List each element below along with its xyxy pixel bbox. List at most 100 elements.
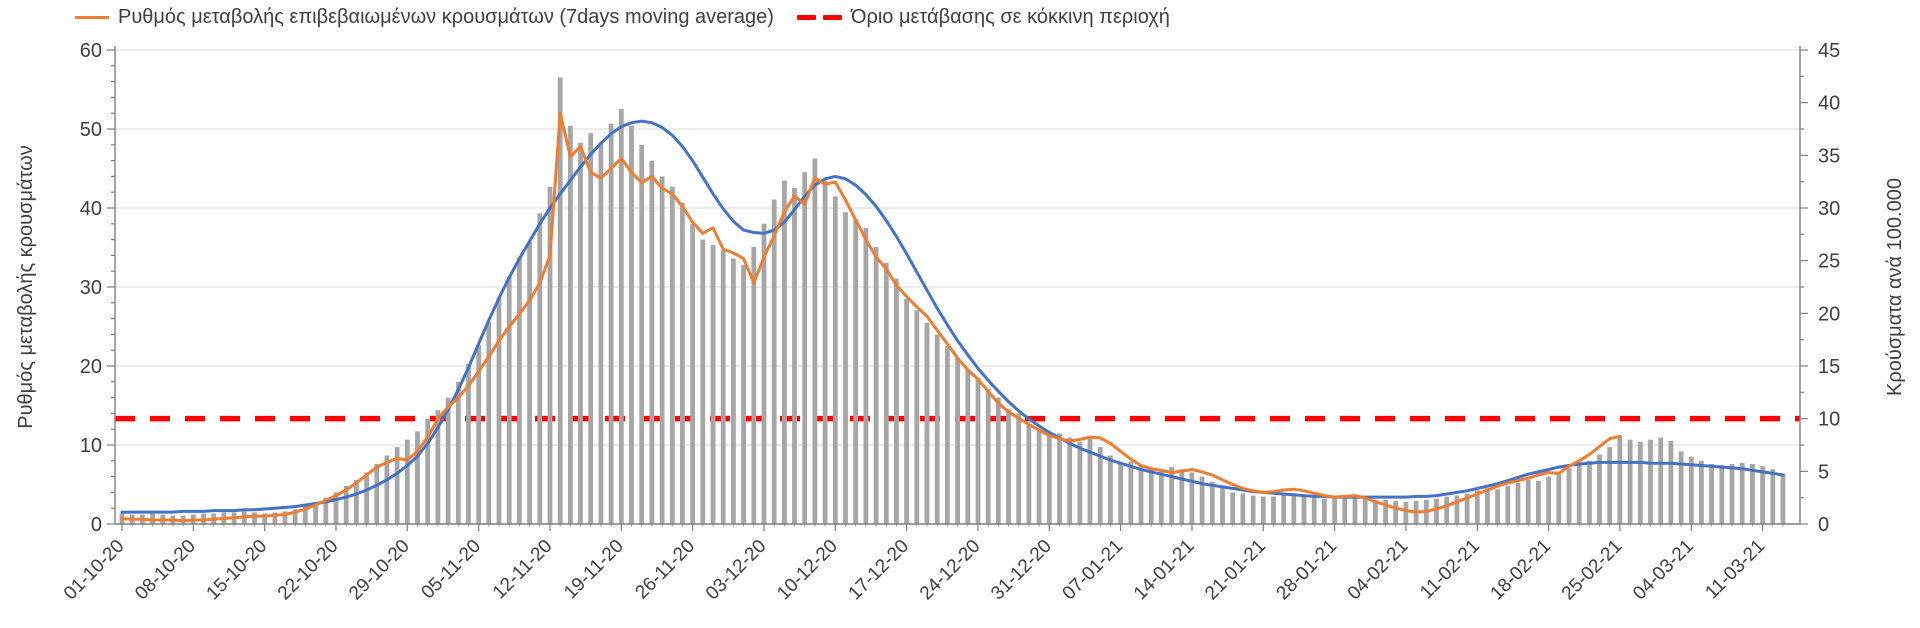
bar [557, 77, 563, 525]
bar [1240, 493, 1246, 524]
bar [496, 297, 502, 524]
bar [1546, 476, 1551, 524]
bar [547, 186, 553, 524]
right-axis-tick-label: 10 [1818, 409, 1840, 431]
bar [1169, 467, 1174, 524]
bar [822, 180, 828, 524]
bar [873, 247, 879, 524]
bar [415, 431, 420, 524]
bar [1719, 465, 1725, 524]
bar [1688, 456, 1694, 524]
bar [995, 397, 1001, 524]
bar [659, 176, 665, 524]
x-axis-date-label: 01-10-20 [60, 536, 129, 605]
bar [792, 188, 797, 524]
bar [608, 123, 614, 524]
axes [107, 46, 1808, 531]
bar [863, 228, 869, 524]
legend-item-threshold: Όριο μετάβασης σε κόκκινη περιοχή [797, 6, 1170, 29]
bar [1750, 464, 1755, 524]
bar [680, 202, 685, 524]
bar [527, 241, 532, 524]
bar [690, 223, 695, 525]
bar [1474, 490, 1480, 524]
bar [1495, 489, 1500, 524]
bar [802, 172, 808, 524]
orange-line-swatch-icon [75, 16, 109, 19]
bar [394, 447, 400, 524]
left-axis-tick-label: 40 [80, 198, 102, 220]
bar [466, 363, 471, 524]
bar [1220, 487, 1225, 524]
right-axis-tick-label: 15 [1818, 356, 1840, 378]
bar [1026, 423, 1032, 524]
bar [588, 133, 594, 524]
bar [1301, 495, 1307, 524]
bar [374, 464, 380, 524]
bar [1464, 493, 1470, 524]
bar [1444, 496, 1450, 524]
bar [598, 142, 604, 524]
bar [1159, 470, 1164, 524]
bar [1006, 409, 1011, 524]
x-axis-date-label: 22-10-20 [274, 536, 343, 605]
bar [1199, 476, 1205, 524]
right-axis-tick-label: 5 [1818, 461, 1829, 483]
x-axis-date-label: 10-12-20 [773, 536, 842, 605]
bar [1077, 441, 1083, 524]
bar [384, 455, 390, 524]
bar [1525, 479, 1531, 524]
bar [272, 512, 278, 524]
x-axis-date-label: 31-12-20 [987, 536, 1056, 605]
bar [292, 509, 298, 524]
bar [618, 109, 624, 524]
bar [1291, 493, 1297, 524]
bar [404, 439, 410, 524]
right-axis-tick-label: 25 [1818, 251, 1840, 273]
bar [476, 344, 482, 524]
bar [1362, 498, 1368, 524]
bar [1148, 468, 1154, 524]
x-axis-date-label: 26-11-20 [631, 536, 699, 604]
x-axis-date-label: 04-03-21 [1629, 536, 1698, 605]
x-axis-date-label: 07-01-21 [1059, 536, 1128, 605]
x-axis-date-label: 29-10-20 [345, 536, 414, 605]
bar [1189, 472, 1195, 524]
bar [1505, 486, 1511, 524]
bar [894, 278, 899, 524]
x-axis-date-label: 04-02-21 [1344, 536, 1413, 605]
bar [771, 199, 777, 524]
bar [303, 506, 308, 524]
bar [1138, 466, 1144, 524]
bar [934, 334, 940, 524]
right-axis-tick-label: 45 [1818, 40, 1840, 62]
right-axis-tick-label: 35 [1818, 145, 1840, 167]
left-axis-tick-label: 10 [80, 435, 102, 457]
bar [741, 264, 746, 524]
bar [1709, 464, 1714, 524]
bar [832, 196, 838, 524]
bar [1281, 494, 1287, 524]
bar [1729, 464, 1735, 524]
bar [1780, 473, 1786, 524]
bar [782, 180, 787, 524]
bar [517, 257, 522, 524]
bar [1108, 455, 1113, 524]
red-dash-swatch-icon [797, 15, 842, 20]
bar [1556, 472, 1562, 524]
bar [1576, 464, 1582, 524]
bar [751, 247, 757, 524]
bar [537, 213, 543, 525]
bar [1627, 439, 1633, 524]
bar [812, 158, 818, 524]
bar [445, 397, 451, 524]
x-axis-date-label: 17-12-20 [845, 536, 914, 605]
left-axis-tick-label: 0 [91, 514, 102, 536]
smoothed-trend-line [120, 119, 1785, 514]
bar [1016, 413, 1022, 524]
bar [639, 144, 645, 525]
bar [1587, 460, 1592, 524]
legend-label-threshold: Όριο μετάβασης σε κόκκινη περιοχή [851, 6, 1170, 28]
